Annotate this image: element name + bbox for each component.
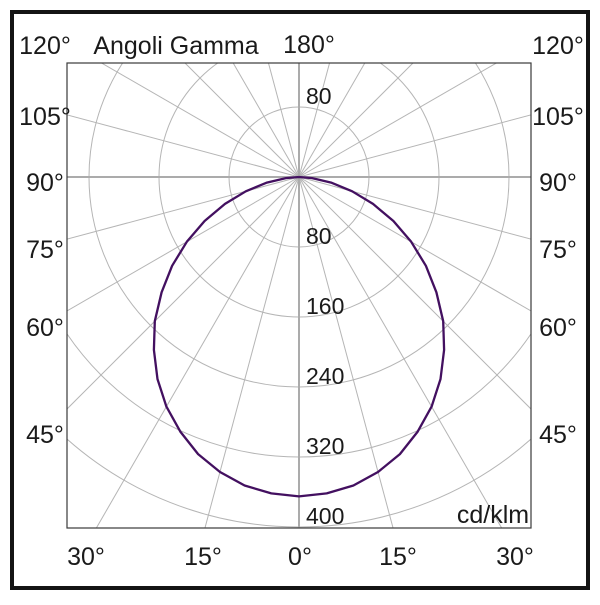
gamma-labels-bottom: 30° 15° 0° 15° 30° — [67, 543, 534, 571]
angular-grid-line — [298, 176, 531, 240]
angular-grid-line — [298, 176, 531, 312]
angular-grid-line — [298, 176, 531, 410]
chart-title: Angoli Gamma — [93, 32, 258, 60]
angular-grid-line — [67, 176, 300, 312]
gamma-label-bottom: 15° — [379, 543, 417, 571]
angular-grid-line — [298, 63, 331, 178]
gamma-label-left: 60° — [26, 314, 64, 342]
gamma-label-bottom: 15° — [184, 543, 222, 571]
gamma-label-left: 90° — [26, 169, 64, 197]
plot-area-border — [66, 62, 532, 529]
ring-value-label: 400 — [306, 503, 344, 529]
angular-grid-line — [298, 63, 498, 178]
gamma-labels-right: 120° 105° 90° 75° 60° 45° — [532, 32, 584, 449]
gamma-label-left: 105° — [19, 103, 71, 131]
unit-label-cdklm: cd/klm — [457, 501, 529, 529]
gamma-labels-left: 120° 105° 90° 75° 60° 45° — [19, 32, 71, 449]
gamma-label-left: 120° — [19, 32, 71, 60]
angular-grid-line — [67, 176, 300, 410]
angular-grid-line — [267, 63, 300, 178]
gamma-label-right: 45° — [539, 421, 577, 449]
angular-grid-line — [100, 63, 300, 178]
angular-grid-line — [67, 114, 300, 178]
ring-value-label: 240 — [306, 363, 344, 389]
ring-value-label: 160 — [306, 293, 344, 319]
intensity-curve-layer — [152, 175, 446, 498]
angular-grid-line — [298, 176, 394, 528]
gamma-label-right: 90° — [539, 169, 577, 197]
angular-grid-line — [184, 63, 300, 178]
top-angle-label-180: 180° — [283, 31, 335, 59]
angular-grid-line — [95, 176, 300, 528]
gamma-label-left: 75° — [26, 236, 64, 264]
ring-value-label-top: 80 — [306, 83, 332, 109]
gamma-label-bottom: 30° — [67, 543, 105, 571]
gamma-label-left: 45° — [26, 421, 64, 449]
angular-grid-line — [298, 63, 414, 178]
ring-value-label: 320 — [306, 433, 344, 459]
ring-value-label: 80 — [306, 223, 332, 249]
luminous-intensity-curve — [152, 175, 446, 498]
angular-grid-line — [298, 176, 503, 528]
angular-grid-line — [232, 63, 300, 178]
angular-grid-line — [298, 63, 366, 178]
gamma-label-right: 105° — [532, 103, 584, 131]
outer-border — [10, 10, 590, 590]
gamma-label-bottom: 0° — [288, 543, 312, 571]
gamma-label-right: 60° — [539, 314, 577, 342]
gamma-label-bottom: 30° — [496, 543, 534, 571]
angular-grid-line — [67, 176, 300, 240]
ring-value-labels: 80 80 160 240 320 400 — [306, 83, 344, 529]
angular-grid-line — [204, 176, 300, 528]
gamma-label-right: 120° — [532, 32, 584, 60]
gamma-label-right: 75° — [539, 236, 577, 264]
angular-grid-line — [298, 114, 531, 178]
